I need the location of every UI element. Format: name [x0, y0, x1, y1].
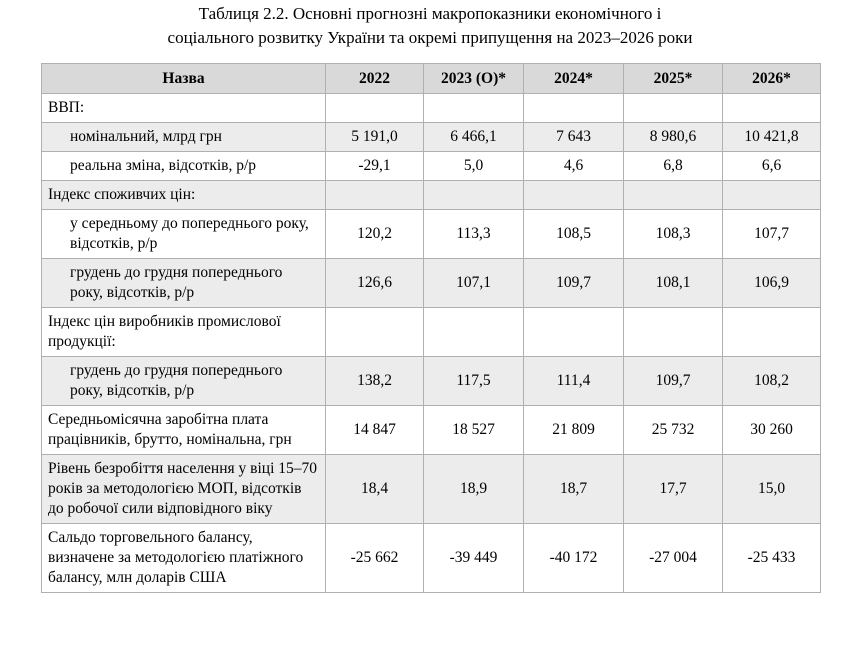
empty-cell: [623, 307, 723, 357]
empty-cell: [423, 180, 524, 210]
value-cell: 108,2: [722, 356, 821, 406]
title-line: соціального розвитку України та окремі п…: [167, 28, 693, 47]
value-cell: 15,0: [722, 454, 821, 524]
value-cell: 120,2: [325, 209, 424, 259]
table-row: номінальний, млрд грн 5 191,0 6 466,1 7 643…: [41, 122, 821, 152]
value-cell: -25 662: [325, 523, 424, 593]
title: Таблиця 2.2. Основні прогнозні макропока…: [0, 0, 860, 50]
value-cell: 126,6: [325, 258, 424, 308]
row-name: Рівень безробіття населення у віці 15–70…: [41, 454, 326, 524]
value-cell: 14 847: [325, 405, 424, 455]
value-cell: -39 449: [423, 523, 524, 593]
value-cell: 5,0: [423, 151, 524, 181]
empty-cell: [722, 93, 821, 123]
empty-cell: [523, 180, 624, 210]
table-row: Індекс споживчих цін:: [41, 180, 821, 210]
value-cell: 109,7: [623, 356, 723, 406]
value-cell: -29,1: [325, 151, 424, 181]
row-name: Індекс цін виробників промислової продук…: [41, 307, 326, 357]
empty-cell: [722, 307, 821, 357]
empty-cell: [325, 180, 424, 210]
value-cell: 18,9: [423, 454, 524, 524]
empty-cell: [325, 93, 424, 123]
value-cell: 109,7: [523, 258, 624, 308]
value-cell: 10 421,8: [722, 122, 821, 152]
value-cell: 108,5: [523, 209, 624, 259]
row-name: Середньомісячна заробітна плата працівни…: [41, 405, 326, 455]
value-cell: 6,6: [722, 151, 821, 181]
value-cell: 30 260: [722, 405, 821, 455]
empty-cell: [623, 180, 723, 210]
row-name: номінальний, млрд грн: [41, 122, 326, 152]
row-name: реальна зміна, відсотків, р/р: [41, 151, 326, 181]
value-cell: 18,4: [325, 454, 424, 524]
row-name: ВВП:: [41, 93, 326, 123]
table-row: Індекс цін виробників промислової продук…: [41, 307, 821, 357]
table-row: ВВП:: [41, 93, 821, 123]
header-cell: 2026*: [722, 63, 821, 94]
value-cell: -25 433: [722, 523, 821, 593]
row-name: грудень до грудня попереднього року, від…: [41, 356, 326, 406]
value-cell: 18 527: [423, 405, 524, 455]
table-row: Середньомісячна заробітна плата працівни…: [41, 405, 821, 455]
table-row: у середньому до попереднього року, відсо…: [41, 209, 821, 259]
empty-cell: [523, 307, 624, 357]
value-cell: -27 004: [623, 523, 723, 593]
table-row: Рівень безробіття населення у віці 15–70…: [41, 454, 821, 524]
header-cell: 2022: [325, 63, 424, 94]
table-row: грудень до грудня попереднього року, від…: [41, 258, 821, 308]
table-row: грудень до грудня попереднього року, від…: [41, 356, 821, 406]
value-cell: 8 980,6: [623, 122, 723, 152]
value-cell: 4,6: [523, 151, 624, 181]
header-cell: 2023 (О)*: [423, 63, 524, 94]
empty-cell: [325, 307, 424, 357]
value-cell: 138,2: [325, 356, 424, 406]
value-cell: 107,7: [722, 209, 821, 259]
header-cell: 2024*: [523, 63, 624, 94]
value-cell: 18,7: [523, 454, 624, 524]
row-name: грудень до грудня попереднього року, від…: [41, 258, 326, 308]
table-body: ВВП: номінальний, млрд грн 5 191,0 6 466,1 7…: [41, 93, 821, 593]
value-cell: 6,8: [623, 151, 723, 181]
value-cell: 106,9: [722, 258, 821, 308]
empty-cell: [523, 93, 624, 123]
macro-table: Назва 2022 2023 (О)* 2024* 2025* 2026* ВВП: но…: [41, 63, 821, 593]
title-line: Таблиця 2.2. Основні прогнозні макропока…: [198, 4, 662, 23]
value-cell: 6 466,1: [423, 122, 524, 152]
value-cell: 111,4: [523, 356, 624, 406]
table-row: реальна зміна, відсотків, р/р -29,1 5,0 4,6…: [41, 151, 821, 181]
value-cell: 25 732: [623, 405, 723, 455]
empty-cell: [623, 93, 723, 123]
value-cell: 108,1: [623, 258, 723, 308]
header-row: Назва 2022 2023 (О)* 2024* 2025* 2026*: [41, 63, 821, 94]
empty-cell: [722, 180, 821, 210]
value-cell: -40 172: [523, 523, 624, 593]
value-cell: 17,7: [623, 454, 723, 524]
value-cell: 107,1: [423, 258, 524, 308]
row-name: Індекс споживчих цін:: [41, 180, 326, 210]
value-cell: 21 809: [523, 405, 624, 455]
value-cell: 117,5: [423, 356, 524, 406]
value-cell: 5 191,0: [325, 122, 424, 152]
row-name: Сальдо торговельного балансу, визначене …: [41, 523, 326, 593]
empty-cell: [423, 93, 524, 123]
empty-cell: [423, 307, 524, 357]
header-cell: 2025*: [623, 63, 723, 94]
value-cell: 7 643: [523, 122, 624, 152]
header-cell: Назва: [41, 63, 326, 94]
row-name: у середньому до попереднього року, відсо…: [41, 209, 326, 259]
value-cell: 108,3: [623, 209, 723, 259]
table-row: Сальдо торговельного балансу, визначене …: [41, 523, 821, 593]
value-cell: 113,3: [423, 209, 524, 259]
